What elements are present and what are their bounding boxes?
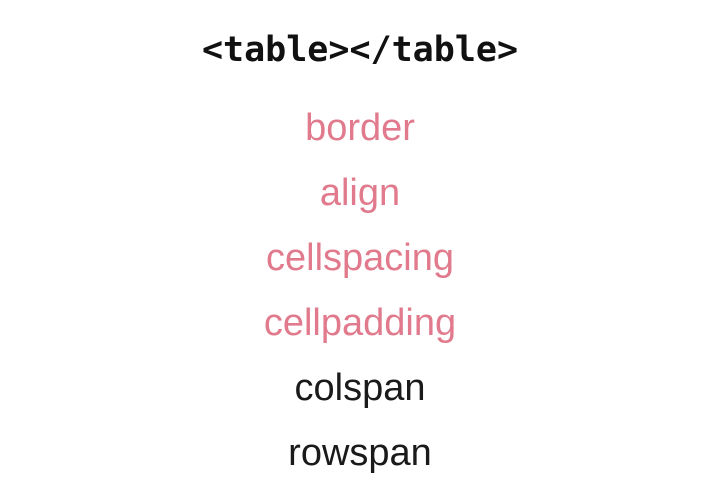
attribute-item-rowspan: rowspan [288,432,432,474]
attribute-item-align: align [319,172,401,214]
attribute-item-cellpadding: cellpadding [263,302,457,344]
attribute-item-colspan: colspan [294,367,426,409]
slide-title: <table></table> [201,30,519,70]
attribute-item-border: border [305,107,415,149]
attribute-list: border align cellspacing cellpadding col… [0,96,720,486]
attribute-item-cellspacing: cellspacing [266,237,454,279]
